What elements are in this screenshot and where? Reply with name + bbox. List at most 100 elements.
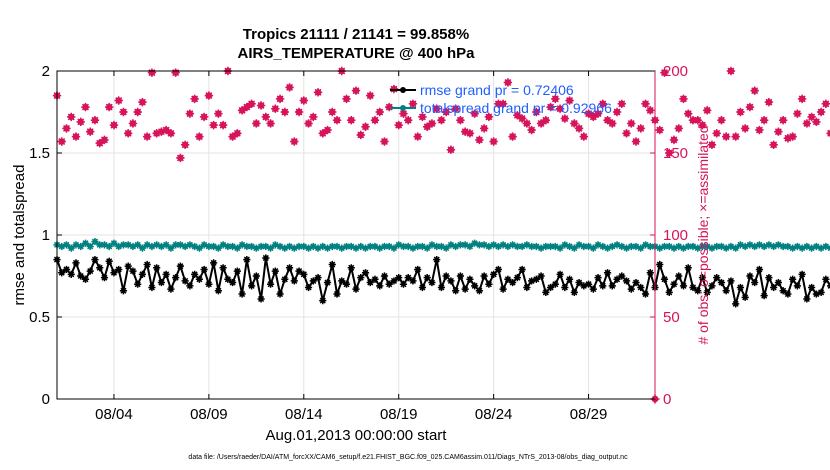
obs-count-point [304, 119, 313, 128]
obs-count-point [256, 101, 266, 110]
obs-count-point [527, 125, 536, 135]
rmse-point [238, 290, 246, 298]
legend-marker-totalspread [400, 105, 406, 111]
x-tick-label: 08/19 [380, 406, 418, 423]
totalspread-point [589, 244, 597, 252]
obs-count-point [546, 102, 555, 112]
rmse-point [385, 280, 393, 288]
obs-count-point [180, 140, 190, 149]
totalspread-point [423, 244, 431, 252]
rmse-point [342, 280, 351, 288]
obs-count-point [318, 129, 327, 138]
obs-count-point [565, 96, 574, 105]
obs-count-point [484, 112, 494, 122]
axis-ticks: 08/04 08/09 08/14 08/19 08/24 08/2900.511.520… [29, 63, 688, 423]
rmse-point [741, 293, 749, 301]
rmse-point [698, 274, 707, 282]
obs-count-point [57, 137, 66, 146]
obs-count-point [105, 102, 114, 112]
obs-count-point [774, 127, 783, 136]
rmse-point [195, 275, 203, 283]
rmse-point [176, 262, 184, 270]
totalspread-point [295, 242, 303, 251]
totalspread-point [162, 241, 170, 249]
obs-count-point [441, 107, 451, 117]
obs-count-point [128, 119, 138, 128]
y-right-tick-label: 100 [663, 227, 688, 244]
rmse-point [423, 274, 431, 282]
rmse-point [229, 278, 237, 287]
obs-count-point [560, 114, 570, 123]
rmse-point [708, 282, 716, 290]
obs-count-point [646, 106, 655, 115]
obs-count-point [627, 119, 636, 128]
obs-count-point [228, 132, 237, 141]
rmse-point [646, 269, 654, 277]
obs-count-point [498, 99, 508, 108]
obs-count-point [608, 119, 617, 128]
rmse-point [570, 288, 578, 296]
obs-count-point [446, 145, 456, 154]
obs-count-point [764, 97, 774, 107]
rmse-point [81, 275, 90, 283]
obs-count-point [517, 114, 527, 123]
rmse-point [67, 270, 75, 278]
totalspread-point [342, 242, 351, 251]
obs-count-point [361, 122, 370, 131]
totalspread-point [528, 242, 536, 251]
obs-count-point [328, 107, 337, 117]
obs-count-point [636, 124, 645, 133]
rmse-point [817, 288, 825, 296]
obs-count-point [693, 116, 702, 125]
rmse-point [518, 265, 526, 274]
rmse-point [295, 267, 303, 275]
obs-count-point [456, 116, 465, 125]
rmse-point [105, 257, 113, 265]
chart-title: Tropics 21111 / 21141 = 99.858% [243, 26, 469, 43]
totalspread-point [433, 242, 441, 251]
obs-count-point [437, 116, 446, 125]
rmse-point [181, 277, 189, 285]
obs-count-point [366, 91, 375, 100]
obs-count-point [413, 132, 422, 141]
obs-count-point [351, 86, 361, 95]
rmse-point [352, 285, 360, 293]
obs-count-point [427, 119, 437, 128]
data-file-note: data file: /Users/raeder/DAI/ATM_forcXX/… [188, 454, 628, 461]
y-axis-label: rmse and totalspread [11, 165, 28, 306]
obs-count-point [81, 102, 90, 112]
rmse-point [314, 274, 322, 282]
totalspread-point [77, 242, 85, 251]
rmse-point [494, 265, 502, 274]
obs-count-point [209, 120, 218, 130]
obs-count-point [394, 120, 403, 130]
rmse-point [770, 283, 778, 292]
rmse-point [456, 272, 465, 280]
rmse-point [627, 285, 635, 293]
rmse-point [214, 287, 222, 295]
obs-count-point [332, 116, 342, 125]
rmse-point [513, 274, 521, 282]
totalspread-point [627, 242, 635, 251]
obs-count-point [285, 83, 294, 92]
totalspread-point [119, 241, 128, 249]
obs-count-point [237, 106, 247, 115]
obs-count-point [788, 132, 797, 141]
obs-count-point [280, 107, 290, 117]
rmse-point [414, 265, 422, 274]
rmse-point [172, 274, 180, 282]
legend-label-totalspread: totalspread grand pr = 0.92966 [420, 100, 612, 116]
y-right-tick-label: 50 [663, 309, 680, 326]
totalspread-point [570, 244, 578, 252]
rmse-point [523, 283, 531, 292]
rmse-point [485, 280, 493, 288]
obs-count-point [736, 107, 745, 117]
totalspread-point [390, 244, 398, 252]
rmse-point [129, 267, 137, 275]
obs-count-point [190, 94, 199, 104]
rmse-point [684, 264, 692, 272]
rmse-point [134, 280, 142, 288]
rmse-point [115, 265, 123, 274]
obs-count-point [261, 112, 271, 122]
obs-count-point [475, 135, 484, 145]
